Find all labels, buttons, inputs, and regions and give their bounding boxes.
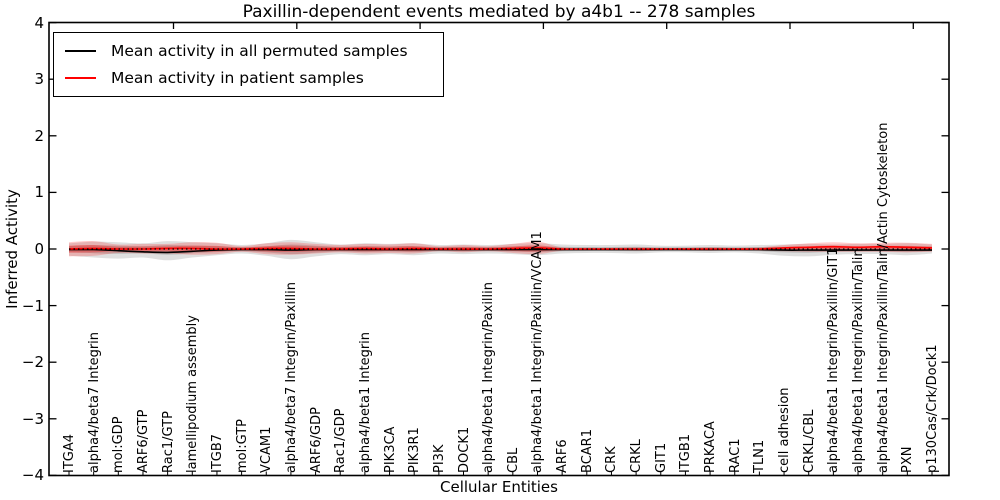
x-tick-label: ARF6 (555, 439, 571, 473)
y-tick-label: −1 (21, 296, 44, 315)
x-tick-label: alpha4/beta1 Integrin (357, 331, 373, 473)
x-tick-label: alpha4/beta7 Integrin/Paxillin (283, 281, 299, 473)
legend-label-patient: Mean activity in patient samples (111, 69, 364, 87)
x-tick-label: CRK (604, 446, 620, 473)
x-tick-label: CRKL/CBL (801, 409, 817, 474)
x-tick-label: TLN1 (752, 439, 768, 473)
x-tick-label: mol:GTP (234, 419, 250, 473)
y-tick-label: 0 (34, 240, 44, 258)
x-tick-label: alpha4/beta1 Integrin/Paxillin/Talin (851, 248, 867, 473)
x-tick-label: ITGA4 (62, 433, 77, 473)
permuted-line-sample-icon (65, 50, 96, 52)
legend-item-patient: Mean activity in patient samples (54, 69, 443, 87)
y-tick-label: −4 (21, 466, 44, 485)
x-axis-label: Cellular Entities (440, 478, 558, 496)
x-tick-label: lamellipodium assembly (185, 315, 201, 473)
x-tick-label: PI3K (431, 444, 447, 473)
legend-item-permuted: Mean activity in all permuted samples (54, 42, 443, 60)
legend: Mean activity in all permuted samples Me… (53, 32, 444, 97)
x-tick-label: alpha4/beta1 Integrin/Paxillin/VCAM1 (530, 231, 546, 473)
x-tick-label: RAC1 (727, 438, 743, 473)
y-tick-label: 2 (34, 126, 44, 145)
x-tick-label: PRKACA (703, 421, 719, 473)
x-tick-label: ITGB7 (209, 433, 225, 473)
x-tick-label: alpha4/beta1 Integrin/Paxillin (481, 281, 497, 473)
y-tick-label: 1 (34, 183, 44, 202)
x-tick-label: GIT1 (653, 442, 669, 473)
y-tick-label: −3 (21, 409, 44, 428)
y-tick-label: 3 (34, 70, 44, 89)
x-tick-label: alpha4/beta7 Integrin (86, 331, 102, 473)
x-tick-label: CBL (505, 447, 521, 473)
x-tick-label: PIK3CA (382, 426, 398, 473)
x-tick-label: PXN (900, 446, 916, 473)
chart-title: Paxillin-dependent events mediated by a4… (242, 2, 756, 22)
legend-label-permuted: Mean activity in all permuted samples (111, 42, 408, 60)
x-tick-label: PIK3R1 (407, 427, 423, 473)
x-tick-label: ITGB1 (678, 433, 694, 473)
permuted-mean-line (68, 248, 932, 254)
x-tick-label: Rac1/GDP (333, 408, 349, 473)
x-tick-label: ARF6/GTP (135, 409, 151, 473)
x-tick-label: BCAR1 (579, 429, 595, 473)
x-tick-label: p130Cas/Crk/Dock1 (924, 344, 940, 473)
x-tick-label: alpha4/beta1 Integrin/Paxillin/GIT1 (826, 247, 842, 473)
y-tick-label: −2 (21, 353, 44, 372)
x-tick-label: VCAM1 (259, 426, 275, 473)
x-tick-label: mol:GDP (111, 416, 127, 473)
patient-line-sample-icon (65, 77, 96, 79)
patient-mean-line (68, 245, 933, 250)
x-tick-label: ARF6/GDP (308, 407, 324, 473)
x-tick-label: Rac1/GTP (160, 411, 176, 473)
x-tick-label: CRKL (629, 439, 645, 473)
x-tick-label: DOCK1 (456, 426, 472, 473)
x-tick-label: cell adhesion (777, 387, 793, 473)
y-tick-label: 4 (34, 13, 44, 32)
x-tick-label: alpha4/beta1 Integrin/Paxillin/Talin/Act… (875, 122, 891, 473)
